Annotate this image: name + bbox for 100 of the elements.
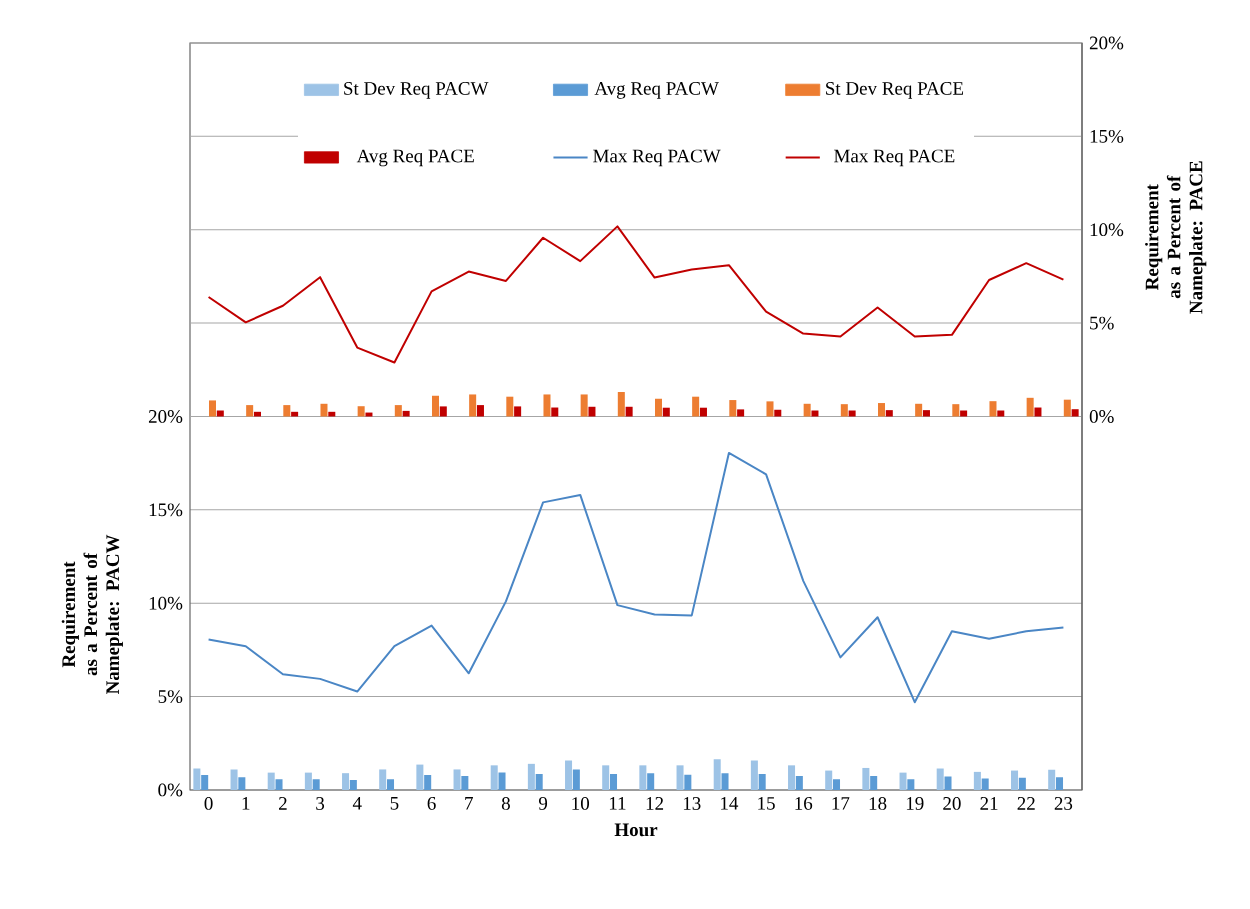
- bar: [342, 773, 350, 790]
- bar: [201, 775, 209, 790]
- x-tick-label: 12: [646, 797, 664, 810]
- y-tick-label: 10%: [149, 596, 183, 610]
- bar: [267, 772, 275, 790]
- legend-label: St Dev Req PACW: [344, 82, 489, 99]
- bar: [981, 778, 989, 790]
- bar: [580, 394, 588, 417]
- y-axis-title: Requirement as a Percent of Nameplate: PACW: [61, 534, 123, 695]
- y2-axis-title: Requirement as a Percent of Nameplate: PACE: [1145, 161, 1207, 314]
- bar: [729, 400, 737, 417]
- x-tick-label: 11: [609, 797, 626, 810]
- bar: [915, 403, 923, 417]
- bar: [1018, 777, 1026, 790]
- bar: [825, 770, 833, 790]
- bar: [527, 763, 535, 790]
- x-tick-label: 6: [427, 797, 436, 810]
- bar: [498, 772, 506, 790]
- x-tick-label: 14: [721, 797, 739, 810]
- x-tick-label: 22: [1017, 797, 1035, 810]
- x-tick-label: 13: [683, 797, 701, 810]
- x-tick-label: 21: [980, 797, 998, 810]
- bar: [431, 395, 439, 417]
- bar: [304, 772, 312, 790]
- bar: [320, 403, 328, 417]
- y2-tick-label: 15%: [1090, 129, 1124, 143]
- bar: [357, 406, 365, 417]
- bar: [602, 765, 610, 790]
- bar: [275, 779, 283, 790]
- bar: [1011, 770, 1019, 790]
- x-tick-label: 1: [242, 797, 250, 810]
- line-series: [207, 225, 1065, 364]
- bar: [402, 410, 410, 417]
- bar: [721, 773, 729, 790]
- bar: [750, 760, 758, 790]
- bar: [1063, 399, 1071, 417]
- legend-label: St Dev Req PACE: [826, 82, 964, 99]
- bar: [936, 768, 944, 790]
- bar: [535, 773, 543, 790]
- bar: [312, 779, 320, 790]
- y2-tick-label: 20%: [1089, 36, 1124, 50]
- y-tick-label: 20%: [148, 410, 183, 423]
- bar: [349, 779, 357, 790]
- bar: [514, 406, 522, 417]
- bar: [833, 779, 841, 790]
- bar: [208, 400, 216, 417]
- x-tick-label: 17: [832, 797, 850, 810]
- y-tick-label: 0%: [158, 783, 183, 797]
- bar: [952, 404, 960, 417]
- bar: [699, 407, 707, 417]
- bar: [1026, 397, 1034, 417]
- bar: [461, 775, 469, 790]
- bar: [1071, 409, 1079, 417]
- bar: [922, 410, 930, 417]
- bar: [840, 404, 848, 417]
- y2-tick-label: 5%: [1090, 316, 1114, 330]
- bar: [588, 406, 596, 417]
- bar: [565, 760, 573, 790]
- bar: [639, 765, 647, 790]
- bar: [944, 776, 952, 790]
- bar: [989, 401, 997, 417]
- bar: [795, 775, 803, 790]
- bar: [543, 394, 551, 417]
- bar: [572, 769, 580, 790]
- bar: [625, 406, 633, 417]
- x-tick-label: 23: [1054, 797, 1073, 810]
- x-tick-label: 10: [572, 797, 590, 810]
- bar: [246, 405, 254, 417]
- bar: [1056, 777, 1064, 790]
- bar: [387, 779, 395, 790]
- y-tick-label: 15%: [149, 503, 183, 517]
- x-tick-label: 5: [390, 797, 399, 810]
- x-axis-title: Hour: [614, 823, 658, 837]
- bar: [899, 772, 907, 790]
- legend-label: Avg Req PACE: [356, 149, 474, 167]
- x-tick-label: 16: [795, 797, 813, 810]
- bar: [617, 392, 625, 417]
- bar: [238, 777, 246, 790]
- y2-tick-label: 0%: [1089, 410, 1114, 423]
- bar: [684, 774, 692, 790]
- bar: [439, 406, 447, 417]
- x-tick-label: 20: [943, 797, 961, 810]
- bar: [737, 409, 745, 417]
- bar: [193, 768, 201, 790]
- bar: [713, 759, 721, 790]
- bar: [230, 769, 238, 790]
- x-tick-label: 18: [869, 797, 887, 810]
- bar: [862, 767, 870, 790]
- bar: [766, 401, 774, 417]
- bar: [476, 405, 484, 417]
- bar: [506, 396, 514, 417]
- x-tick-label: 3: [316, 797, 325, 810]
- bar: [647, 773, 655, 790]
- bar: [469, 394, 477, 417]
- bar: [907, 779, 915, 790]
- bar: [885, 410, 893, 417]
- y2-tick-label: 10%: [1090, 223, 1124, 237]
- bar: [424, 775, 432, 790]
- legend-label: Max Req PACW: [593, 149, 721, 167]
- bar: [283, 405, 291, 417]
